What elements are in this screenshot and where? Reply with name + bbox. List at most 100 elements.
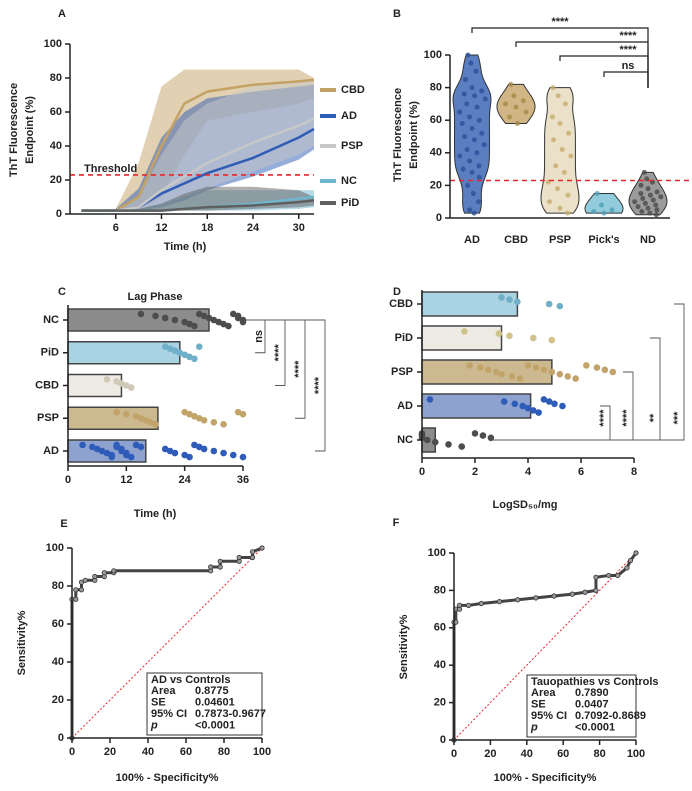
y-tick-label: PiD <box>41 347 59 359</box>
roc-point <box>208 564 214 570</box>
stats-value: 0.0407 <box>575 698 609 710</box>
violin <box>584 193 624 214</box>
data-point <box>152 312 159 320</box>
data-point <box>562 101 568 107</box>
data-point <box>503 101 509 107</box>
data-point <box>474 150 480 156</box>
significance-label: ns <box>253 330 265 343</box>
x-tick-label: 100 <box>627 748 645 760</box>
y-tick-label: 20 <box>430 179 442 191</box>
y-tick-label: 20 <box>52 694 64 706</box>
data-point <box>457 109 463 115</box>
roc-point <box>73 596 79 602</box>
y-tick-label: PiD <box>395 332 413 344</box>
x-axis-label: 100% - Specificity% <box>494 772 597 784</box>
x-tick-label: 12 <box>120 474 132 486</box>
y-tick-label: 20 <box>434 697 446 709</box>
data-point <box>458 443 466 450</box>
violin <box>496 83 536 124</box>
roc-point <box>606 572 612 579</box>
data-point <box>229 451 237 459</box>
data-point <box>545 300 553 308</box>
data-point <box>463 76 469 82</box>
legend-label: NC <box>341 175 357 187</box>
x-tick-label: 0 <box>419 466 425 478</box>
data-point <box>472 93 478 99</box>
data-point <box>523 109 529 115</box>
data-point <box>565 192 571 198</box>
data-point <box>476 174 482 180</box>
roc-point <box>73 587 79 593</box>
data-point <box>548 368 556 376</box>
data-point <box>239 453 247 461</box>
x-tick-label: 40 <box>142 746 154 758</box>
stats-value: 0.04601 <box>195 696 235 708</box>
data-point <box>470 191 476 197</box>
data-point <box>225 322 232 330</box>
data-point <box>171 449 179 457</box>
y-axis-label: Sensitivity% <box>398 614 410 679</box>
y-tick-label: 100 <box>44 38 62 50</box>
y-tick-label: 0 <box>58 732 64 744</box>
data-point <box>469 125 475 131</box>
data-point <box>79 441 86 449</box>
stats-key: 95% CI <box>151 708 187 720</box>
data-point <box>445 441 452 448</box>
data-point <box>461 328 468 335</box>
roc-point <box>456 602 463 608</box>
data-point <box>598 202 604 208</box>
data-point <box>557 120 563 126</box>
roc-point <box>582 589 588 595</box>
data-point <box>471 210 477 216</box>
roc-point <box>101 570 107 576</box>
x-tick-label: 36 <box>237 474 249 486</box>
data-point <box>511 400 519 408</box>
data-point <box>524 404 532 412</box>
x-tick-label: 60 <box>180 746 192 758</box>
data-point <box>431 438 439 446</box>
panel-label: B <box>393 8 401 20</box>
data-point <box>479 88 485 94</box>
y-tick-label: AD <box>43 445 59 457</box>
stats-value: 0.7873-0.9677 <box>195 708 266 720</box>
y-tick-label: 0 <box>56 208 62 220</box>
data-point <box>127 453 135 461</box>
data-point <box>639 208 645 214</box>
data-point <box>137 443 145 451</box>
data-point <box>186 453 193 461</box>
data-point <box>123 410 130 418</box>
data-point <box>508 373 516 380</box>
data-point <box>495 330 503 337</box>
data-point <box>546 199 552 205</box>
data-point <box>551 400 558 408</box>
data-point <box>561 169 567 175</box>
data-point <box>572 375 579 382</box>
data-point <box>191 322 198 330</box>
data-point <box>609 368 617 376</box>
data-point <box>520 98 526 104</box>
data-point <box>550 85 556 91</box>
data-point <box>564 373 572 380</box>
series-line <box>81 199 315 212</box>
data-point <box>556 370 564 378</box>
data-point <box>464 147 470 153</box>
data-point <box>549 114 555 120</box>
data-point <box>220 421 227 428</box>
data-point <box>645 186 651 192</box>
stats-value: 0.7890 <box>575 687 609 699</box>
y-axis-label: ThT Fluorescence <box>392 88 404 182</box>
y-axis-label: Endpoint (%) <box>408 101 420 169</box>
data-point <box>239 318 247 326</box>
data-point <box>465 52 471 58</box>
y-tick-label: 40 <box>434 659 446 671</box>
data-point <box>424 436 431 444</box>
data-point <box>467 207 473 213</box>
data-point <box>426 396 434 403</box>
roc-point <box>515 597 521 603</box>
x-tick-label: 18 <box>201 222 213 234</box>
data-point <box>653 202 659 208</box>
stats-title: Tauopathies vs Controls <box>531 676 659 688</box>
significance-label: **** <box>313 376 325 394</box>
data-point <box>506 332 513 340</box>
roc-point <box>249 549 256 555</box>
